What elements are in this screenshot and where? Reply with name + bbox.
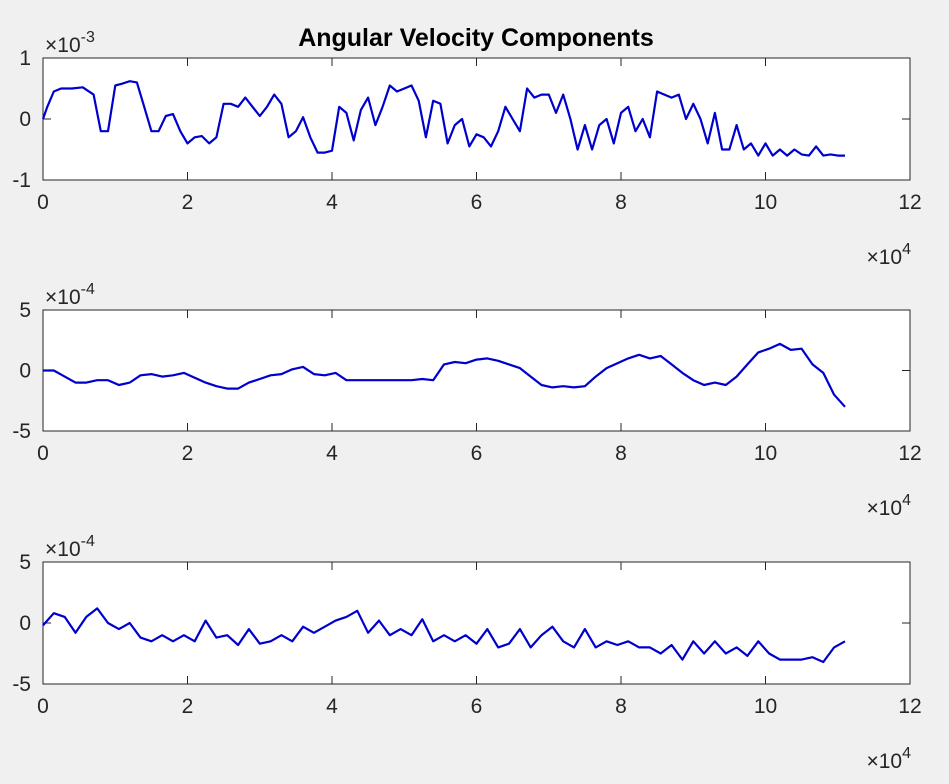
x-exponent-base: ×10 (866, 497, 902, 520)
x-exponent-power: 4 (902, 241, 911, 258)
x-tick-label: 6 (471, 442, 483, 465)
x-exponent-power: 4 (902, 745, 911, 762)
series-line (42, 607, 846, 664)
x-exponent-label: ×104 (866, 745, 911, 773)
x-tick-label: 10 (754, 695, 777, 718)
x-tick-label: 0 (37, 191, 49, 214)
x-tick-label: 12 (898, 442, 921, 465)
axes-box (42, 57, 911, 181)
x-tick-label: 4 (326, 191, 338, 214)
x-exponent-power: 4 (902, 492, 911, 509)
x-exponent-base: ×10 (866, 750, 902, 773)
chart-title: Angular Velocity Components (298, 24, 654, 52)
y-exponent-label: ×10-3 (45, 29, 95, 57)
x-exponent-base: ×10 (866, 246, 902, 269)
x-tick-label: 8 (615, 442, 627, 465)
x-exponent-label: ×104 (866, 241, 911, 269)
y-exponent-power: -3 (81, 29, 95, 46)
x-tick-label: 12 (898, 191, 921, 214)
x-tick-label: 6 (471, 695, 483, 718)
y-exponent-power: -4 (81, 533, 95, 550)
y-tick-label: 1 (19, 47, 31, 70)
y-tick-label: -5 (12, 420, 31, 443)
x-tick-label: 10 (754, 442, 777, 465)
axes-box (42, 309, 911, 432)
y-exponent-power: -4 (81, 281, 95, 298)
x-tick-label: 6 (471, 191, 483, 214)
y-tick-label: 5 (19, 299, 31, 322)
x-tick-label: 0 (37, 442, 49, 465)
y-tick-label: 0 (19, 108, 31, 131)
x-tick-label: 2 (182, 442, 194, 465)
y-exponent-label: ×10-4 (45, 281, 95, 309)
x-exponent-label: ×104 (866, 492, 911, 520)
y-exponent-base: ×10 (45, 34, 81, 57)
x-tick-label: 2 (182, 695, 194, 718)
x-tick-label: 2 (182, 191, 194, 214)
series-line (43, 342, 846, 408)
y-tick-label: -5 (12, 673, 31, 696)
y-tick-label: 0 (19, 612, 31, 635)
x-tick-label: 12 (898, 695, 921, 718)
y-exponent-label: ×10-4 (45, 533, 95, 561)
y-tick-label: 5 (19, 551, 31, 574)
y-tick-label: 0 (19, 360, 31, 383)
x-tick-label: 8 (615, 695, 627, 718)
x-tick-label: 4 (326, 442, 338, 465)
y-tick-label: -1 (12, 169, 31, 192)
y-exponent-base: ×10 (45, 538, 81, 561)
subplot-2: 0 2 4 6 8 10 12-505×10-4×104 (12, 281, 921, 520)
x-tick-label: 4 (326, 695, 338, 718)
axes-box (42, 561, 911, 685)
x-tick-label: 10 (754, 191, 777, 214)
y-exponent-base: ×10 (45, 286, 81, 309)
x-tick-label: 8 (615, 191, 627, 214)
series-line (41, 80, 845, 157)
subplot-3: 0 2 4 6 8 10 12-505×10-4×104 (12, 533, 921, 773)
x-tick-label: 0 (37, 695, 49, 718)
subplot-1: 0 2 4 6 8 10 12-101×10-3×104 (12, 29, 921, 269)
